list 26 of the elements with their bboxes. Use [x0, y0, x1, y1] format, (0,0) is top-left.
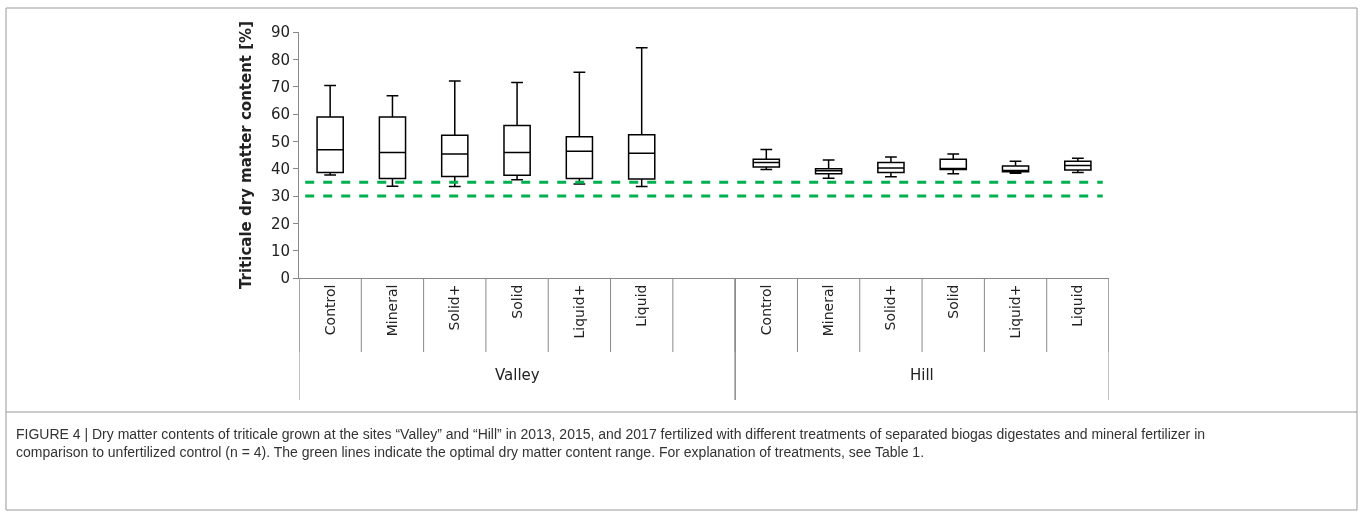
y-tick-label: 20: [270, 214, 290, 233]
y-tick-label: 10: [270, 241, 290, 260]
y-tick-label: 0: [280, 269, 290, 288]
y-tick-label: 50: [270, 132, 290, 151]
y-tick-label: 90: [270, 23, 290, 42]
text: Valley: [495, 366, 540, 384]
y-tick-label: 30: [270, 187, 290, 206]
y-tick-label: 60: [270, 105, 290, 124]
y-tick-label: 70: [270, 77, 290, 96]
x-tick-label: Mineral: [384, 284, 401, 337]
y-axis-title: Triticale dry matter content [%]: [237, 20, 256, 290]
y-tick-label: 80: [270, 50, 290, 69]
x-tick-label: Solid: [944, 284, 961, 319]
x-tick-label: Solid+: [446, 284, 463, 331]
x-tick-label: Control: [321, 284, 338, 336]
caption: FIGURE 4 | Dry matter contents of triticale grown at the sites “Valley” and “Hill” in 2013, 2015, and 2017 fertilized with different treatments of separated biogas digestates and mineral fertilizer in comparison to unfertilized control (n = 4). The green lines indicate the optimal dry matter content range. For explanation of treatments, see Table 1.: [16, 426, 1206, 461]
x-tick-label: Solid: [508, 284, 525, 319]
x-tick-label: Solid+: [882, 284, 899, 331]
x-tick-label: Liquid: [633, 284, 650, 327]
y-tick-label: 40: [270, 159, 290, 178]
x-tick-label: Liquid+: [570, 284, 587, 339]
x-tick-label: Liquid+: [1007, 284, 1024, 339]
text: Hill: [910, 366, 934, 384]
x-tick-label: Liquid: [1069, 284, 1086, 327]
x-tick-label: Mineral: [820, 284, 837, 337]
x-tick-label: Control: [757, 284, 774, 336]
